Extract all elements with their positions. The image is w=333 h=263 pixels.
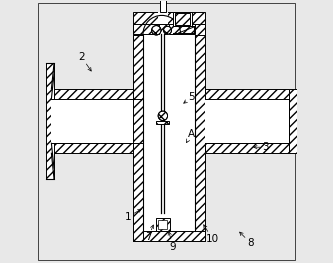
Bar <box>133 12 166 24</box>
Bar <box>195 35 205 241</box>
Bar <box>173 12 191 26</box>
Bar <box>156 218 170 231</box>
Bar <box>166 12 205 24</box>
Circle shape <box>152 26 161 35</box>
Text: 9: 9 <box>168 232 176 252</box>
Bar <box>133 35 143 241</box>
Polygon shape <box>51 74 54 168</box>
Bar <box>143 35 195 231</box>
Circle shape <box>158 111 167 120</box>
Text: 2: 2 <box>78 52 91 71</box>
Bar <box>156 120 169 124</box>
Circle shape <box>164 26 171 34</box>
Text: 5: 5 <box>184 93 195 103</box>
Bar <box>51 143 133 153</box>
Text: 10: 10 <box>204 225 219 244</box>
Bar <box>205 99 289 143</box>
Text: 7: 7 <box>145 225 154 242</box>
Bar <box>158 12 167 24</box>
Text: 8: 8 <box>240 232 253 248</box>
Bar <box>169 24 195 34</box>
Bar <box>51 99 133 143</box>
Bar <box>158 220 167 229</box>
Bar <box>133 24 205 35</box>
Bar <box>205 143 289 153</box>
Bar <box>46 63 54 179</box>
Polygon shape <box>51 63 54 99</box>
Bar <box>289 89 299 153</box>
Bar <box>160 0 166 12</box>
Text: 3: 3 <box>254 142 269 152</box>
Bar <box>133 24 159 34</box>
Bar <box>133 231 205 241</box>
Bar <box>205 89 289 99</box>
Bar <box>51 89 133 99</box>
Bar <box>133 35 143 99</box>
Text: A: A <box>186 129 195 143</box>
Bar <box>174 13 190 25</box>
Polygon shape <box>51 143 54 179</box>
Text: 1: 1 <box>125 209 141 221</box>
Bar <box>133 143 143 241</box>
